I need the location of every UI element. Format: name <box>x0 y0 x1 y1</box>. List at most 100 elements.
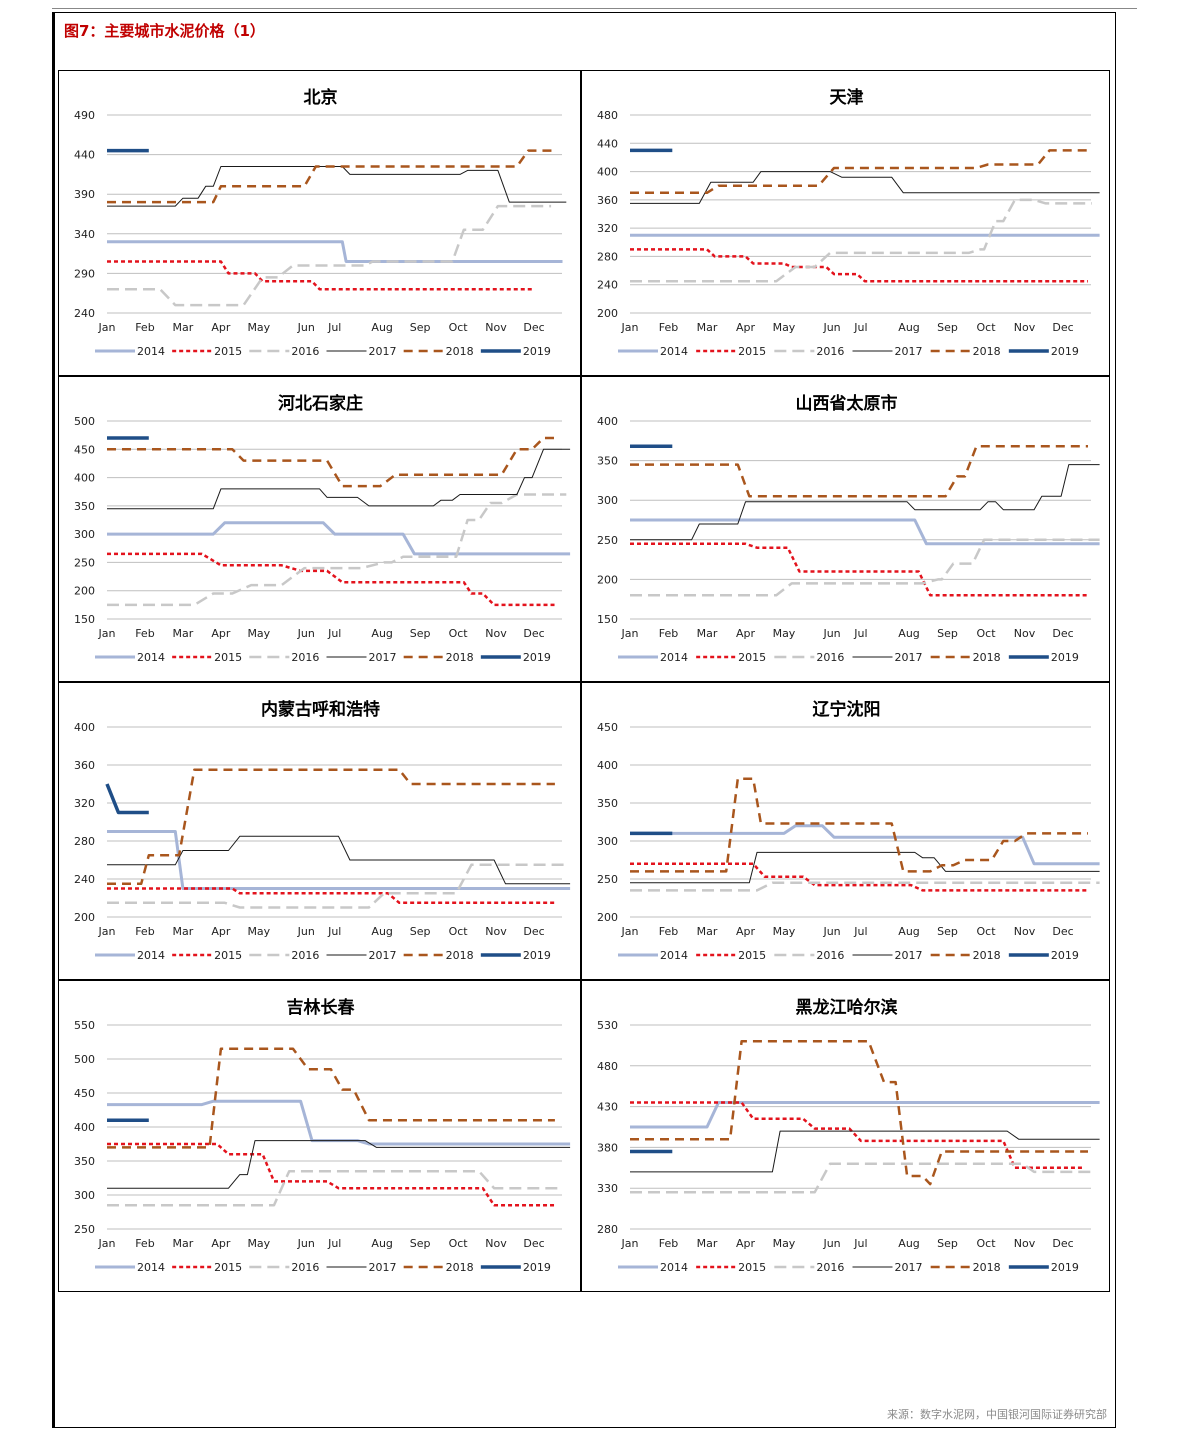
chart-title: 吉林长春 <box>287 997 355 1018</box>
chart-panel: 吉林长春 250 300 350 400 450 500 550 Jan Feb Mar Apr May… <box>58 980 581 1292</box>
x-tick-label: Mar <box>173 1237 194 1250</box>
y-tick-label: 300 <box>74 528 95 541</box>
y-tick-label: 400 <box>74 1121 95 1134</box>
y-tick-label: 200 <box>597 573 618 586</box>
x-tick-label: Mar <box>697 925 718 938</box>
x-tick-label: May <box>247 321 270 334</box>
chart-svg: 天津 200 240 280 320 360 400 440 480 Jan Feb Mar Apr Ma… <box>597 87 1100 358</box>
series-line-2018 <box>630 149 1088 195</box>
legend-label: 2016 <box>816 651 844 664</box>
series-line-2016 <box>630 198 1092 283</box>
x-tick-label: Oct <box>977 321 997 334</box>
x-tick-label: Jul <box>327 321 341 334</box>
legend-label: 2014 <box>137 949 165 962</box>
chart-panel: 北京 240 290 340 390 440 490 Jan Feb Mar Apr May Jun Ju… <box>58 70 581 376</box>
y-tick-label: 290 <box>74 267 95 280</box>
series-line-2014 <box>630 1101 1100 1129</box>
x-tick-label: Mar <box>697 627 718 640</box>
legend-label: 2014 <box>660 949 688 962</box>
x-tick-label: Mar <box>173 627 194 640</box>
x-tick-label: Jul <box>327 925 341 938</box>
series-line-2015 <box>630 1101 1085 1170</box>
y-tick-label: 400 <box>74 721 95 734</box>
x-tick-label: Dec <box>1052 627 1073 640</box>
chart-svg: 河北石家庄 150 200 250 300 350 400 450 500 Jan Feb Mar Ap… <box>74 393 571 664</box>
series-line-2017 <box>107 1140 571 1189</box>
legend-label: 2019 <box>523 345 551 358</box>
y-tick-label: 350 <box>597 797 618 810</box>
series-line-2018 <box>107 436 559 488</box>
legend-label: 2014 <box>660 1261 688 1274</box>
x-tick-label: Aug <box>371 627 392 640</box>
series-line-2014 <box>107 830 571 890</box>
chart-panel: 山西省太原市 150 200 250 300 350 400 Jan Feb Mar Apr May J… <box>581 376 1110 682</box>
x-tick-label: Dec <box>523 321 544 334</box>
x-tick-label: Nov <box>1014 627 1036 640</box>
chart-title: 山西省太原市 <box>796 393 898 414</box>
chart-svg: 吉林长春 250 300 350 400 450 500 550 Jan Feb Mar Apr May… <box>74 997 571 1274</box>
y-tick-label: 430 <box>597 1101 618 1114</box>
x-tick-label: Jul <box>327 627 341 640</box>
x-tick-label: May <box>773 321 796 334</box>
y-tick-label: 150 <box>74 613 95 626</box>
legend-label: 2019 <box>1051 1261 1079 1274</box>
x-tick-label: Feb <box>659 321 678 334</box>
y-tick-label: 320 <box>74 797 95 810</box>
y-tick-label: 440 <box>74 149 95 162</box>
legend-label: 2016 <box>816 345 844 358</box>
x-tick-label: Apr <box>211 925 231 938</box>
legend-label: 2017 <box>895 651 923 664</box>
x-tick-label: Nov <box>1014 925 1036 938</box>
x-tick-label: Sep <box>410 321 431 334</box>
legend-label: 2019 <box>523 651 551 664</box>
x-tick-label: Sep <box>937 321 958 334</box>
x-tick-label: Jan <box>98 321 116 334</box>
x-tick-label: Apr <box>736 627 756 640</box>
y-tick-label: 480 <box>597 1060 618 1073</box>
x-tick-label: Apr <box>211 321 231 334</box>
header-rule <box>52 8 1137 9</box>
x-tick-label: Aug <box>898 321 919 334</box>
y-tick-label: 340 <box>74 228 95 241</box>
legend-label: 2018 <box>446 345 474 358</box>
y-tick-label: 350 <box>74 1155 95 1168</box>
x-tick-label: Feb <box>135 1237 154 1250</box>
y-tick-label: 240 <box>74 307 95 320</box>
series-line-2015 <box>630 248 1088 283</box>
y-tick-label: 400 <box>74 472 95 485</box>
x-tick-label: Nov <box>1014 1237 1036 1250</box>
series-line-2016 <box>630 1162 1092 1194</box>
legend-label: 2018 <box>973 651 1001 664</box>
y-tick-label: 490 <box>74 109 95 122</box>
y-tick-label: 240 <box>74 873 95 886</box>
legend-label: 2016 <box>291 949 319 962</box>
series-line-2016 <box>107 1169 559 1207</box>
y-tick-label: 280 <box>597 250 618 263</box>
x-tick-label: Aug <box>898 1237 919 1250</box>
chart-panel: 内蒙古呼和浩特 200 240 280 320 360 400 Jan Feb Mar Apr May… <box>58 682 581 980</box>
series-line-2014 <box>107 521 571 556</box>
x-tick-label: Jan <box>621 925 639 938</box>
figure-frame <box>52 12 1116 1428</box>
legend-label: 2019 <box>1051 651 1079 664</box>
x-tick-label: Aug <box>371 321 392 334</box>
y-tick-label: 380 <box>597 1141 618 1154</box>
legend-label: 2014 <box>137 651 165 664</box>
chart-panel: 辽宁沈阳 200 250 300 350 400 450 Jan Feb Mar Apr May Jun… <box>581 682 1110 980</box>
y-tick-label: 240 <box>597 279 618 292</box>
x-tick-label: Jun <box>297 321 315 334</box>
x-tick-label: May <box>247 627 270 640</box>
y-tick-label: 390 <box>74 188 95 201</box>
x-tick-label: Apr <box>211 1237 231 1250</box>
legend-label: 2016 <box>816 949 844 962</box>
series-line-2016 <box>107 204 552 307</box>
series-line-2017 <box>630 1130 1100 1173</box>
x-tick-label: Jun <box>297 1237 315 1250</box>
y-tick-label: 250 <box>597 534 618 547</box>
series-line-2017 <box>107 448 571 510</box>
y-tick-label: 200 <box>597 307 618 320</box>
x-tick-label: Jun <box>822 627 840 640</box>
y-tick-label: 250 <box>597 873 618 886</box>
y-tick-label: 360 <box>597 194 618 207</box>
series-line-2017 <box>107 835 571 885</box>
